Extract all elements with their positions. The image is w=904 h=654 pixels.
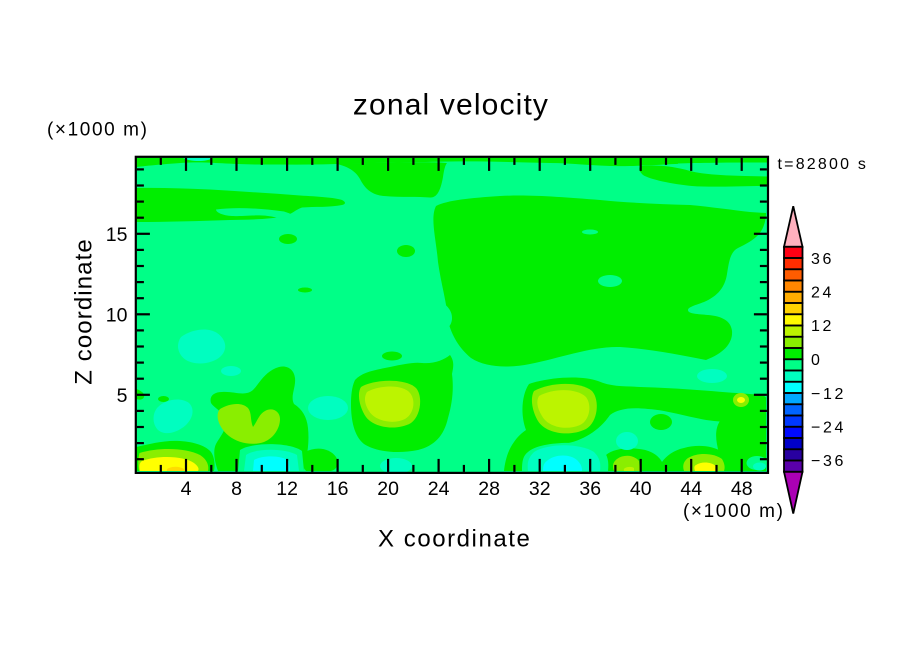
svg-text:0: 0 <box>811 352 823 369</box>
svg-text:15: 15 <box>106 224 128 246</box>
svg-text:32: 32 <box>529 478 551 500</box>
svg-text:28: 28 <box>478 478 500 500</box>
svg-text:48: 48 <box>731 478 753 500</box>
svg-text:−36: −36 <box>811 453 846 470</box>
svg-text:36: 36 <box>811 251 834 268</box>
svg-text:X coordinate: X coordinate <box>378 526 531 553</box>
svg-text:4: 4 <box>181 478 192 500</box>
svg-text:24: 24 <box>428 478 450 500</box>
svg-text:(×1000 m): (×1000 m) <box>47 120 149 141</box>
svg-text:Z coordinate: Z coordinate <box>71 238 98 385</box>
svg-text:−12: −12 <box>811 386 846 403</box>
svg-text:−24: −24 <box>811 420 846 437</box>
svg-text:24: 24 <box>811 285 834 302</box>
svg-text:16: 16 <box>327 478 349 500</box>
svg-text:zonal velocity: zonal velocity <box>353 89 549 122</box>
svg-text:40: 40 <box>630 478 652 500</box>
svg-text:t=82800 s: t=82800 s <box>778 156 869 173</box>
svg-text:12: 12 <box>811 318 834 335</box>
svg-text:(×1000 m): (×1000 m) <box>683 501 785 522</box>
svg-text:5: 5 <box>117 385 128 407</box>
svg-text:8: 8 <box>231 478 242 500</box>
svg-text:12: 12 <box>276 478 298 500</box>
svg-text:20: 20 <box>377 478 399 500</box>
svg-text:10: 10 <box>106 304 128 326</box>
svg-text:44: 44 <box>680 478 702 500</box>
svg-text:36: 36 <box>579 478 601 500</box>
